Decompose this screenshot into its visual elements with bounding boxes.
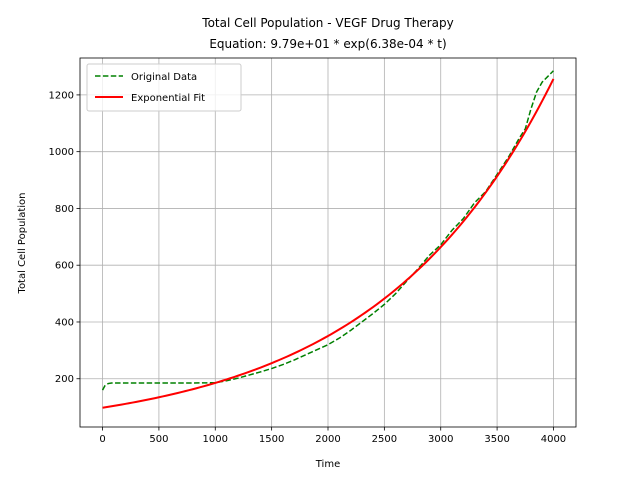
x-tick-label: 500 xyxy=(149,434,168,445)
x-tick-label: 2500 xyxy=(372,434,397,445)
x-tick-label: 1500 xyxy=(259,434,284,445)
x-axis-label: Time xyxy=(315,459,340,470)
series-line-exponential-fit xyxy=(102,78,555,409)
x-tick-label: 2000 xyxy=(315,434,340,445)
x-tick-label: 3000 xyxy=(428,434,453,445)
legend-label-exponential-fit: Exponential Fit xyxy=(131,93,205,104)
series-line-original-data xyxy=(101,70,554,391)
legend-frame xyxy=(86,63,242,112)
y-tick-label: 200 xyxy=(55,374,74,385)
chart-title-line1: Total Cell Population - VEGF Drug Therap… xyxy=(201,16,453,30)
x-tick-label: 4000 xyxy=(541,434,566,445)
x-tick-label: 1000 xyxy=(203,434,228,445)
y-tick-label: 400 xyxy=(55,317,74,328)
y-axis-label: Total Cell Population xyxy=(17,193,28,295)
plot-area xyxy=(101,70,555,409)
y-tick-label: 1000 xyxy=(49,147,74,158)
y-tick-label: 800 xyxy=(55,204,74,215)
grid xyxy=(80,58,576,427)
x-tick-label: 0 xyxy=(99,434,105,445)
x-tick-label: 3500 xyxy=(484,434,509,445)
legend-label-original-data: Original Data xyxy=(131,72,197,83)
legend: Original Data Exponential Fit xyxy=(86,63,242,112)
y-tick-label: 600 xyxy=(55,261,74,272)
y-tick-label: 1200 xyxy=(49,90,74,101)
chart-title-line2: Equation: 9.79e+01 * exp(6.38e-04 * t) xyxy=(209,37,446,51)
axis-ticks: 0 500 1000 1500 2000 2500 3000 3500 4000 200 400 60… xyxy=(49,90,567,445)
